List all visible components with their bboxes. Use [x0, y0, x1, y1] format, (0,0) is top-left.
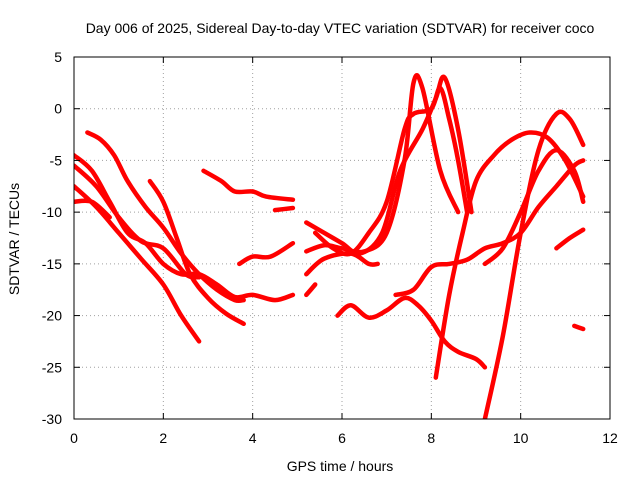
- y-tick-label: -20: [42, 308, 62, 324]
- series-markers: [305, 283, 316, 296]
- x-tick-label: 6: [338, 430, 346, 446]
- series-markers: [555, 229, 584, 249]
- series-arc-2: [74, 163, 202, 280]
- series-markers: [74, 154, 294, 301]
- series-markers: [86, 131, 245, 302]
- y-tick-label: -5: [50, 152, 63, 168]
- series-arc-15: [433, 130, 586, 380]
- series-markers: [305, 252, 379, 275]
- series-markers: [305, 74, 459, 253]
- series-arc-8: [237, 240, 296, 267]
- y-tick-labels: 5 0 -5 -10 -15 -20 -25 -30: [42, 49, 62, 427]
- y-tick-label: -30: [42, 411, 62, 427]
- series-line: [312, 85, 470, 257]
- series-markers: [274, 207, 294, 211]
- series-markers: [74, 164, 200, 279]
- series-arc-7b: [272, 205, 296, 213]
- series-arc-6: [147, 178, 246, 327]
- series-line: [237, 240, 296, 267]
- series-markers: [238, 242, 294, 265]
- series-markers: [573, 325, 584, 330]
- series-line: [74, 153, 296, 303]
- data-series: [74, 73, 586, 419]
- series-line: [74, 184, 202, 344]
- x-tick-label: 8: [427, 430, 435, 446]
- x-tick-label: 12: [602, 430, 618, 446]
- series-markers: [484, 149, 584, 265]
- chart-title: Day 006 of 2025, Sidereal Day-to-day VTE…: [86, 20, 595, 36]
- series-markers: [314, 87, 468, 255]
- x-tick-label: 0: [70, 430, 78, 446]
- series-markers: [202, 170, 294, 201]
- series-line: [74, 198, 112, 220]
- series-markers: [74, 200, 111, 218]
- series-arc-5: [85, 130, 246, 304]
- series-arc-18b: [572, 323, 586, 332]
- series-arc-10: [304, 73, 461, 255]
- series-line: [335, 295, 488, 370]
- series-arc-9: [312, 85, 470, 257]
- x-tick-label: 4: [249, 430, 257, 446]
- series-arc-14: [393, 158, 586, 298]
- x-tick-label: 2: [159, 430, 167, 446]
- series-arc-12: [304, 251, 380, 277]
- series-line: [147, 178, 246, 327]
- series-markers: [394, 159, 584, 296]
- series-markers: [336, 297, 486, 368]
- series-arc-18: [554, 227, 586, 251]
- series-line: [201, 168, 296, 202]
- series-arc-7: [201, 168, 296, 202]
- series-markers: [484, 111, 584, 419]
- series-arc-11: [304, 74, 474, 256]
- series-arc-1: [74, 153, 296, 303]
- y-tick-label: 0: [54, 101, 62, 117]
- series-line: [572, 323, 586, 332]
- y-tick-label: 5: [54, 49, 62, 65]
- axis-ticks: [73, 56, 611, 420]
- x-tick-label: 10: [513, 430, 529, 446]
- series-markers: [305, 76, 473, 255]
- series-markers: [149, 180, 245, 325]
- series-markers: [435, 131, 584, 379]
- x-tick-labels: 0 2 4 6 8 10 12: [70, 430, 618, 446]
- series-line: [393, 158, 586, 298]
- series-arc-4: [74, 198, 112, 220]
- y-axis-title: SDTVAR / TECUs: [6, 183, 22, 295]
- y-tick-label: -25: [42, 359, 62, 375]
- series-arc-3: [74, 184, 202, 344]
- gridlines: [74, 57, 610, 419]
- series-arc-17: [482, 147, 586, 267]
- series-arc-16: [482, 109, 586, 419]
- series-arc-13: [335, 295, 488, 370]
- series-arc-12b: [304, 282, 318, 298]
- x-axis-title: GPS time / hours: [287, 458, 394, 474]
- y-tick-label: -15: [42, 256, 62, 272]
- y-tick-label: -10: [42, 204, 62, 220]
